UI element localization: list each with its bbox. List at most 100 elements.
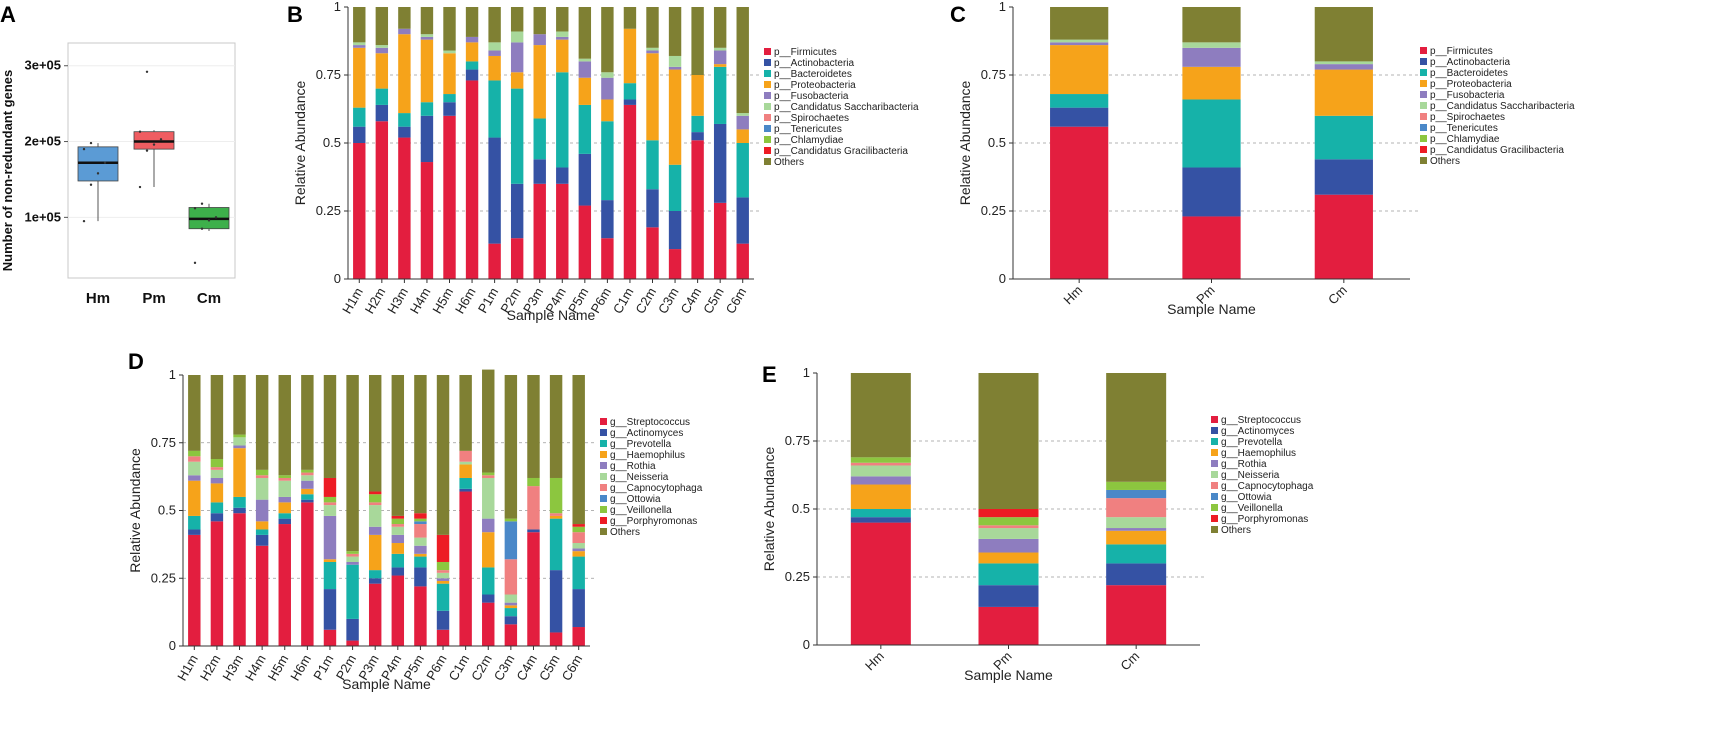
bar-segment-h6m-g-prevotella [301, 494, 314, 500]
bar-segment-p1m-p-fusobacteria [488, 50, 501, 56]
legend-swatch-g-actinomyces [600, 429, 607, 436]
bar-segment-h3m-p-proteobacteria [398, 34, 411, 114]
bar-segment-h4m-others [255, 375, 269, 470]
bar-segment-pm-p-candidatus-saccharibacteria [1182, 42, 1241, 48]
bar-segment-p4m-g-neisseria [391, 526, 405, 535]
bar-segment-p2m-g-prevotella [346, 564, 359, 619]
bar-segment-p6m-g-prevotella [436, 583, 450, 611]
panel-b-x-tick-label-c2m: C2m [632, 285, 659, 316]
bar-segment-hm-p-actinobacteria [1050, 107, 1109, 127]
bar-segment-c1m-g-haemophilus [459, 464, 472, 478]
bar-segment-h5m-g-actinomyces [278, 518, 291, 525]
bar-segment-h5m-others [443, 7, 456, 51]
legend-swatch-p-tenericutes [764, 125, 771, 132]
bar-segment-p5m-p-actinobacteria [578, 153, 592, 206]
bar-segment-pm-g-streptococcus [978, 606, 1039, 645]
bar-segment-h4m-others [420, 7, 434, 35]
bar-segment-h5m-g-prevotella [278, 513, 291, 519]
bar-segment-c3m-p-actinobacteria [668, 211, 682, 250]
bar-segment-cm-p-fusobacteria [1314, 64, 1373, 70]
legend-item-others: Others [1221, 525, 1251, 536]
panel-a-x-label-hm: Hm [86, 290, 110, 307]
bar-segment-h2m-g-streptococcus [210, 521, 224, 646]
bar-segment-p4m-g-porphyromonas [391, 515, 405, 519]
bar-segment-h1m-p-candidatus-saccharibacteria [353, 42, 366, 46]
bar-segment-h6m-g-veillonella [301, 469, 314, 473]
bar-segment-hm-p-candidatus-saccharibacteria [1050, 39, 1109, 43]
bar-segment-p5m-p-candidatus-saccharibacteria [578, 58, 592, 62]
bar-segment-p4m-g-capnocytophaga [391, 524, 405, 527]
bar-segment-p6m-g-capnocytophaga [436, 570, 450, 573]
bar-segment-p5m-g-capnocytophaga [414, 524, 427, 538]
panel-b-y-tick-label: 0.75 [316, 67, 341, 82]
bar-segment-p2m-p-fusobacteria [510, 42, 524, 73]
panel-d-x-tick-label-c4m: C4m [513, 652, 540, 683]
bar-segment-cm-g-streptococcus [1106, 585, 1167, 645]
panel-e-y-tick-label: 1 [803, 365, 810, 380]
bar-segment-hm-others [1050, 7, 1109, 40]
bar-segment-p3m-g-haemophilus [368, 534, 382, 571]
legend-item-p-actinobacteria: p__Actinobacteria [774, 58, 854, 69]
bar-segment-h4m-g-neisseria [255, 477, 269, 500]
bar-segment-h6m-others [465, 7, 479, 37]
panel-a-y-tick-label: 3e+05 [24, 58, 61, 73]
panel-d-x-tick-label-h6m: H6m [287, 652, 314, 683]
bar-segment-p5m-g-prevotella [414, 556, 427, 568]
legend-item-g-neisseria: g__Neisseria [610, 472, 669, 483]
bar-segment-c2m-p-fusobacteria [646, 50, 659, 54]
bar-segment-pm-g-neisseria [978, 528, 1039, 539]
bar-segment-p6m-p-bacteroidetes [601, 121, 614, 201]
legend-swatch-g-streptococcus [1211, 416, 1218, 423]
bar-segment-p3m-p-fusobacteria [533, 34, 546, 46]
bar-segment-h2m-p-fusobacteria [375, 47, 389, 54]
panel-c-y-tick-label: 0 [999, 271, 1006, 286]
bar-segment-p1m-g-actinomyces [323, 589, 337, 630]
panel-b-x-tick-label-h1m: H1m [339, 285, 366, 316]
panel-b-x-tick-label-c4m: C4m [677, 285, 704, 316]
box-point [193, 261, 197, 265]
panel-d-x-tick-label-c2m: C2m [468, 652, 495, 683]
legend-item-p-bacteroidetes: p__Bacteroidetes [1430, 68, 1508, 79]
panel-b-x-tick-label-c6m: C6m [723, 285, 750, 316]
bar-segment-p6m-p-actinobacteria [601, 200, 614, 239]
bar-segment-h4m-p-actinobacteria [420, 115, 434, 163]
bar-segment-pm-p-firmicutes [1182, 216, 1241, 279]
panel-e-y-tick-label: 0.5 [792, 501, 810, 516]
bar-segment-c5m-g-actinomyces [549, 570, 563, 633]
bar-segment-h5m-p-firmicutes [443, 115, 456, 279]
box-point [145, 70, 149, 74]
bar-segment-c5m-p-actinobacteria [713, 123, 727, 203]
bar-segment-c5m-others [549, 375, 563, 478]
bar-segment-c4m-g-actinomyces [527, 529, 540, 533]
legend-item-p-candidatus-saccharibacteria: p__Candidatus Saccharibacteria [1430, 101, 1575, 112]
bar-segment-c2m-g-streptococcus [482, 602, 495, 646]
bar-segment-h3m-g-haemophilus [233, 448, 246, 497]
bar-segment-c2m-g-haemophilus [482, 532, 495, 568]
bar-segment-c1m-p-bacteroidetes [623, 83, 637, 100]
bar-segment-h3m-p-firmicutes [398, 137, 411, 279]
panel-d-stacked-bar-chart: H1mH2mH3mH4mH5mH6mP1mP2mP3mP4mP5mP6mC1mC… [127, 367, 703, 692]
bar-segment-h3m-others [233, 375, 246, 435]
legend-swatch-p-candidatus-gracilibacteria [764, 147, 771, 154]
legend-swatch-p-bacteroidetes [764, 70, 771, 77]
panel-c-x-axis-title: Sample Name [1167, 301, 1256, 317]
bar-segment-p5m-g-veillonella [414, 518, 427, 522]
bar-segment-p3m-p-firmicutes [533, 183, 546, 279]
panel-a-y-tick-label: 1e+05 [24, 209, 61, 224]
bar-segment-p6m-g-porphyromonas [436, 534, 450, 562]
bar-segment-c1m-g-streptococcus [459, 491, 472, 646]
panel-d-x-tick-label-h2m: H2m [197, 652, 224, 683]
panel-d-x-tick-label-c1m: C1m [446, 652, 473, 683]
bar-segment-c2m-p-firmicutes [646, 227, 659, 279]
bar-segment-p2m-g-veillonella [346, 551, 359, 554]
bar-segment-c3m-p-proteobacteria [668, 69, 682, 165]
bar-segment-h5m-g-neisseria [278, 480, 291, 497]
bar-segment-p6m-g-haemophilus [436, 580, 450, 584]
bar-segment-pm-g-actinomyces [978, 585, 1039, 607]
legend-item-p-firmicutes: p__Firmicutes [774, 47, 837, 58]
legend-swatch-g-actinomyces [1211, 427, 1218, 434]
panel-d-y-tick-label: 0.25 [151, 570, 176, 585]
bar-segment-h1m-p-actinobacteria [353, 126, 366, 143]
bar-segment-h6m-g-haemophilus [301, 488, 314, 495]
legend-item-g-neisseria: g__Neisseria [1221, 470, 1280, 481]
